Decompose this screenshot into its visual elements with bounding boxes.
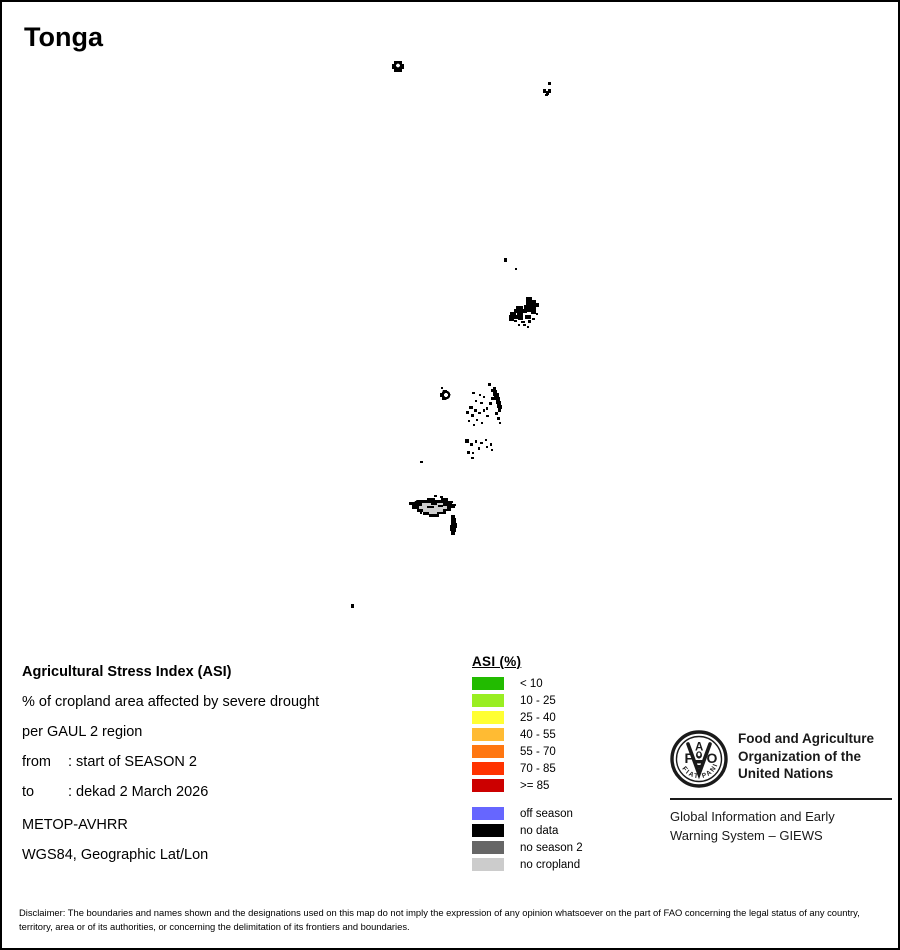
legend-row[interactable]: 55 - 70 [472,743,583,760]
legend-row[interactable]: no data [472,822,583,839]
legend-label: off season [520,807,573,820]
legend-row[interactable]: 40 - 55 [472,726,583,743]
legend-swatch [472,677,504,690]
legend-label: 25 - 40 [520,711,556,724]
map-island-tongatapu [409,495,456,517]
legend-label: >= 85 [520,779,550,792]
datum-label: WGS84, Geographic Lat/Lon [22,847,209,863]
legend-swatch [472,711,504,724]
legend-title: ASI (%) [472,654,522,669]
svg-text:O: O [707,750,718,766]
legend-row[interactable]: < 10 [472,675,583,692]
legend-row[interactable]: no season 2 [472,839,583,856]
period-from-label: from [22,754,51,770]
fao-org-name: Food and Agriculture Organization of the… [738,730,874,783]
legend-row[interactable]: no cropland [472,856,583,873]
page-title: Tonga [24,22,103,52]
period-from-value: : start of SEASON 2 [68,754,197,770]
legend-swatch [472,807,504,820]
period-to-value: : dekad 2 March 2026 [68,784,209,800]
info-block: Agricultural Stress Index (ASI) % of cro… [22,657,452,807]
fao-branding: F A O FIAT PANIS Food and Agriculture Or… [667,725,894,845]
period-from-row: from : start of SEASON 2 [22,747,452,777]
legend-label: no cropland [520,858,581,871]
legend-row[interactable]: 10 - 25 [472,692,583,709]
legend-row[interactable]: off season [472,805,583,822]
sensor-label: METOP-AVHRR [22,817,128,833]
svg-text:A: A [695,742,703,754]
map-legend: ASI (%) < 10 10 - 25 25 - 40 40 - 55 55 - 70… [472,654,583,873]
legend-row[interactable]: >= 85 [472,777,583,794]
legend-swatch [472,858,504,871]
fao-logo-icon: F A O FIAT PANIS [667,725,728,788]
legend-swatch [472,745,504,758]
svg-text:F: F [685,750,694,766]
disclaimer-text: Disclaimer: The boundaries and names sho… [19,907,860,932]
fao-org-line3: United Nations [738,766,834,781]
legend-spacer [472,794,583,805]
giews-line2: Warning System – GIEWS [670,827,823,843]
legend-label: < 10 [520,677,543,690]
fao-org-line1: Food and Agriculture [738,731,874,746]
legend-row[interactable]: 70 - 85 [472,760,583,777]
legend-label: no season 2 [520,841,583,854]
period-to-row: to : dekad 2 March 2026 [22,777,452,807]
legend-swatch [472,694,504,707]
legend-swatch [472,728,504,741]
asi-heading: Agricultural Stress Index (ASI) [22,664,232,680]
asi-subtitle: % of cropland area affected by severe dr… [22,694,320,710]
legend-label: 40 - 55 [520,728,556,741]
legend-swatch [472,824,504,837]
legend-row[interactable]: 25 - 40 [472,709,583,726]
fao-org-line2: Organization of the [738,748,861,764]
legend-class-list: < 10 10 - 25 25 - 40 40 - 55 55 - 70 70 - 85 >… [472,675,583,794]
legend-label: 70 - 85 [520,762,556,775]
projection-block: METOP-AVHRR WGS84, Geographic Lat/Lon [22,810,208,870]
fao-header: F A O FIAT PANIS Food and Agriculture Or… [667,725,894,788]
map-islands-no-data [351,61,551,608]
legend-swatch [472,779,504,792]
legend-special-list: off season no data no season 2 no cropland [472,805,583,873]
legend-swatch [472,762,504,775]
fao-divider [670,798,892,800]
asi-region-level: per GAUL 2 region [22,724,143,740]
map-canvas[interactable] [2,2,898,642]
legend-swatch [472,841,504,854]
giews-name: Global Information and Early Warning Sys… [670,808,894,845]
giews-line1: Global Information and Early [670,809,835,824]
legend-label: no data [520,824,559,837]
legend-label: 10 - 25 [520,694,556,707]
legend-label: 55 - 70 [520,745,556,758]
period-to-label: to [22,784,35,800]
